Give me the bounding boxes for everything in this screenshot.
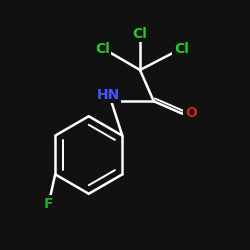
Text: Cl: Cl	[174, 42, 189, 56]
Text: O: O	[185, 106, 197, 120]
Text: Cl: Cl	[95, 42, 110, 56]
Text: F: F	[44, 197, 54, 211]
Text: HN: HN	[96, 88, 120, 102]
Text: Cl: Cl	[132, 27, 148, 41]
